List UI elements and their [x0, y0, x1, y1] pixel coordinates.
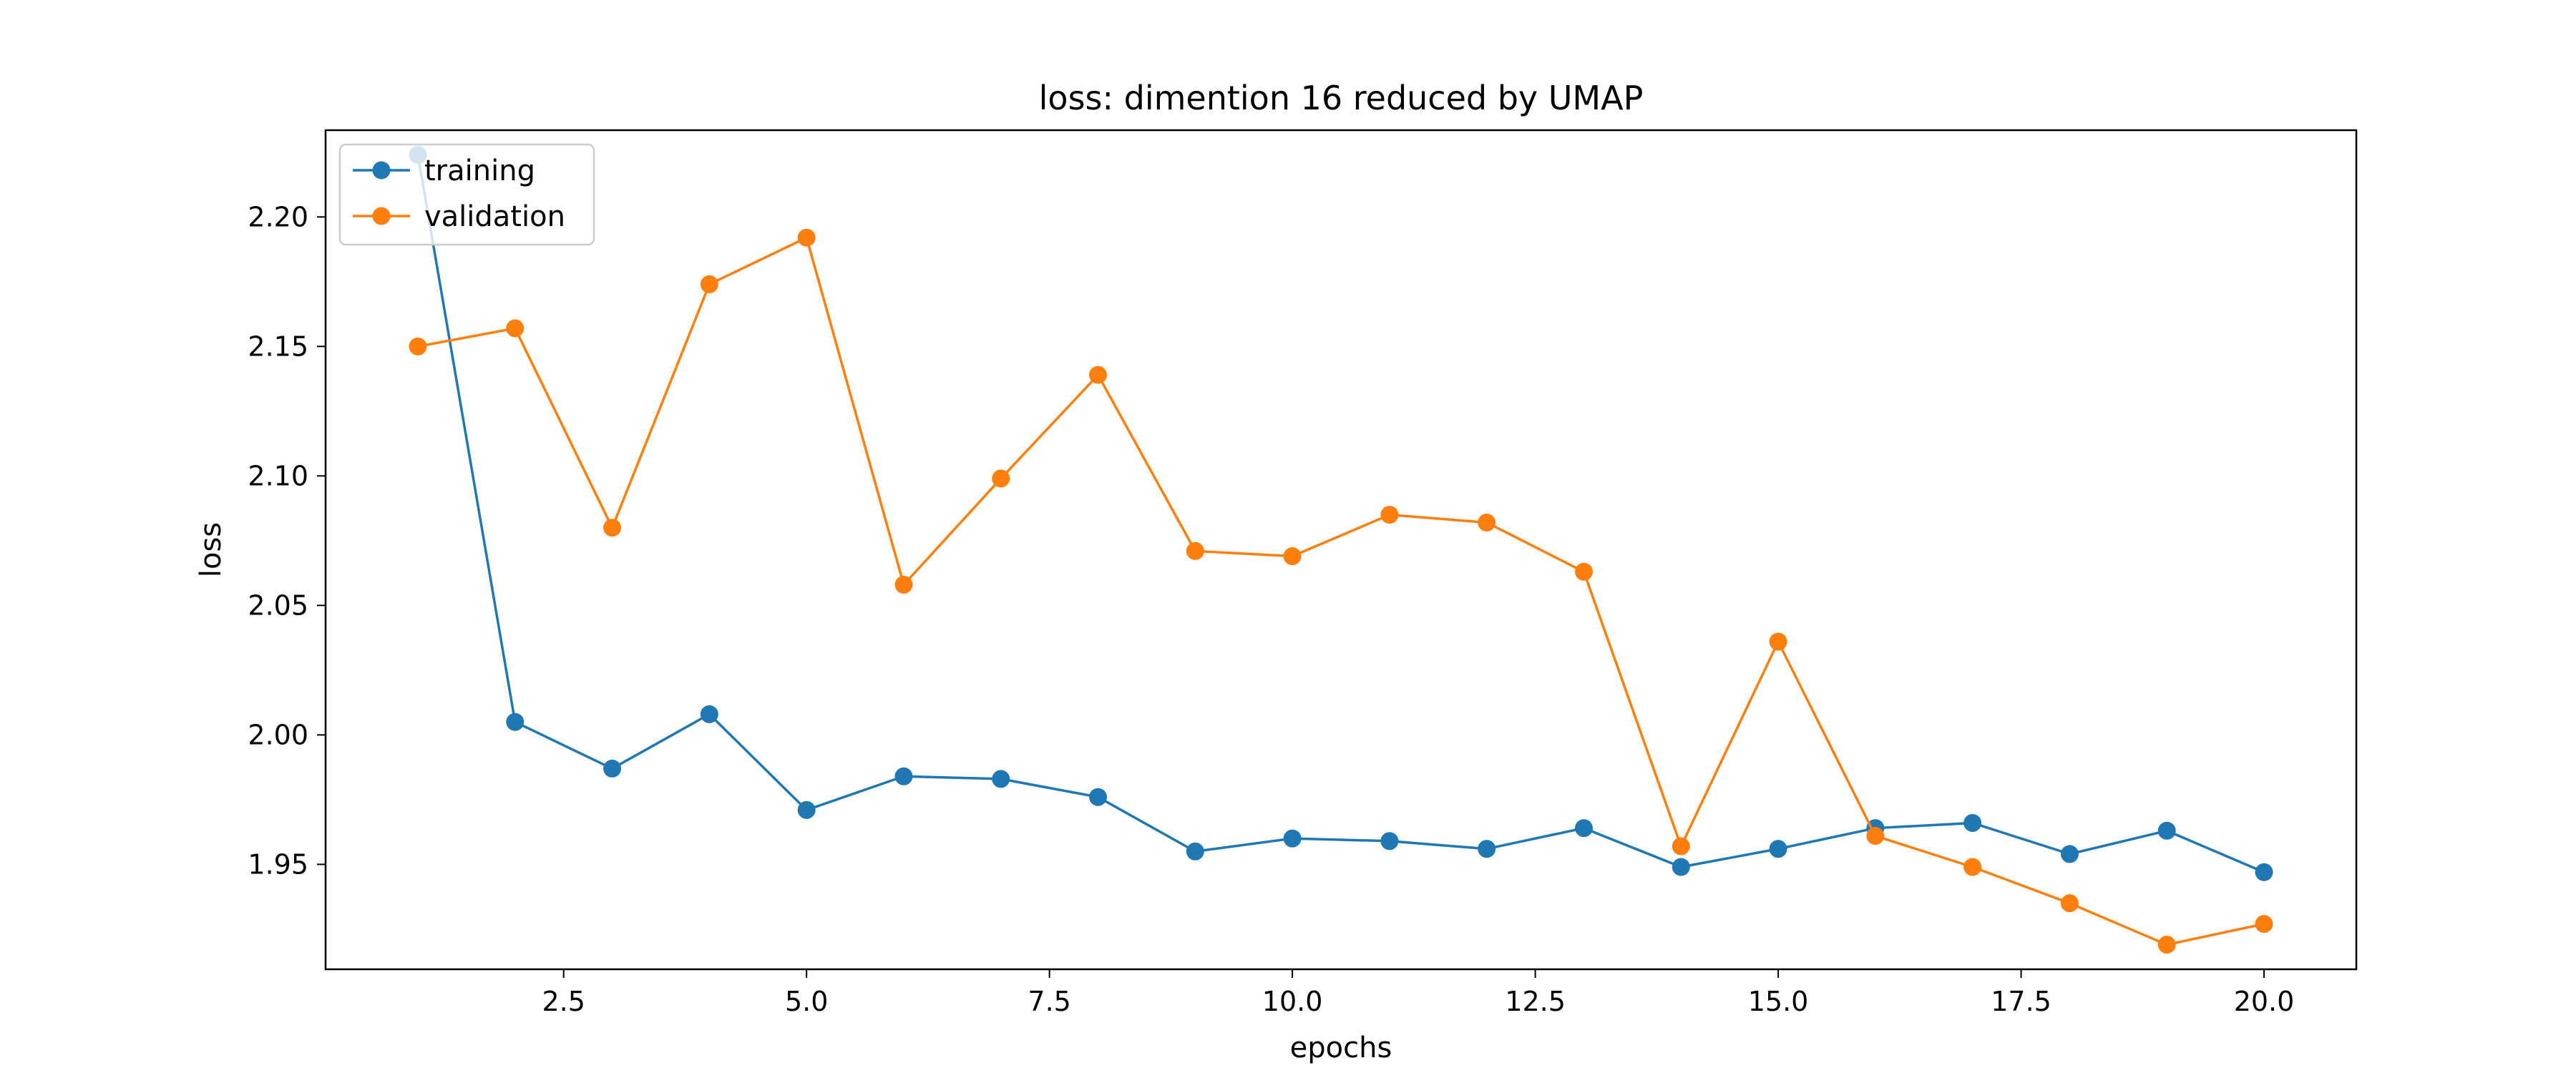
legend-marker: [372, 161, 391, 180]
y-axis-ticks: 1.95 2.00 2.05 2.10 2.15 2.20: [248, 201, 326, 880]
data-point-training: [506, 712, 525, 731]
x-tick-label: 17.5: [1991, 986, 2051, 1017]
y-tick-label: 2.05: [248, 589, 308, 621]
data-point-validation: [2060, 894, 2079, 913]
series-line-validation: [417, 236, 2265, 946]
data-point-training: [1186, 842, 1204, 861]
legend-label: training: [424, 155, 535, 187]
x-axis-ticks: 2.5 5.0 7.5 10.0 12.5 15.0 17.5 20.0: [542, 969, 2294, 1017]
data-point-validation: [1283, 547, 1302, 566]
data-point-training: [1380, 832, 1399, 851]
x-tick-label: 15.0: [1748, 986, 1809, 1017]
data-point-validation: [1769, 632, 1787, 651]
data-point-training: [992, 770, 1010, 788]
data-point-training: [1769, 840, 1787, 858]
legend-item-validation: validation: [353, 200, 565, 233]
y-tick-label: 2.00: [248, 719, 308, 750]
data-point-training: [2157, 821, 2176, 840]
x-tick-label: 12.5: [1505, 986, 1566, 1017]
data-point-validation: [1574, 562, 1593, 581]
series-training: [409, 145, 2273, 881]
legend-label: validation: [424, 200, 565, 233]
data-point-training: [1089, 788, 1108, 806]
plot-area-frame: [324, 129, 2358, 971]
data-point-training: [603, 759, 622, 778]
x-tick-label: 10.0: [1262, 986, 1323, 1017]
data-point-validation: [1089, 366, 1108, 384]
data-point-validation: [1478, 513, 1496, 531]
y-axis-title: loss: [195, 522, 228, 577]
data-point-training: [2255, 863, 2273, 881]
data-point-validation: [797, 228, 816, 247]
data-point-validation: [2255, 915, 2273, 934]
legend-marker: [372, 207, 391, 225]
series-line-training: [416, 155, 2265, 873]
data-point-training: [1283, 829, 1302, 848]
data-point-validation: [603, 519, 622, 537]
data-point-validation: [1186, 542, 1204, 560]
y-tick-label: 2.20: [248, 201, 308, 232]
y-tick-label: 1.95: [248, 848, 308, 880]
data-point-validation: [700, 275, 718, 293]
data-point-validation: [894, 575, 913, 594]
data-point-validation: [1672, 837, 1690, 856]
data-point-training: [1478, 840, 1496, 858]
data-point-validation: [2157, 936, 2176, 954]
x-axis-title: epochs: [1290, 1032, 1392, 1064]
chart-title: loss: dimention 16 reduced by UMAP: [1039, 79, 1644, 117]
data-point-validation: [1963, 858, 1982, 876]
data-point-training: [2060, 845, 2079, 863]
data-point-validation: [506, 319, 525, 338]
data-point-training: [1672, 858, 1690, 876]
x-tick-label: 20.0: [2234, 986, 2295, 1017]
data-point-validation: [409, 337, 427, 356]
data-point-training: [797, 800, 816, 819]
x-tick-label: 2.5: [542, 986, 585, 1017]
series-layer: [409, 145, 2273, 954]
data-point-training: [700, 705, 718, 723]
data-point-validation: [992, 469, 1010, 488]
legend-item-training: training: [353, 155, 535, 187]
x-tick-label: 5.0: [785, 986, 828, 1017]
data-point-training: [1963, 813, 1982, 832]
x-tick-label: 7.5: [1028, 986, 1070, 1017]
data-point-validation: [1866, 827, 1885, 846]
legend: training validation: [338, 143, 595, 246]
y-tick-label: 2.10: [248, 460, 308, 491]
data-point-validation: [1380, 506, 1399, 524]
series-validation: [409, 228, 2273, 954]
y-tick-label: 2.15: [248, 330, 308, 362]
data-point-training: [1574, 819, 1593, 838]
data-point-training: [894, 767, 913, 785]
